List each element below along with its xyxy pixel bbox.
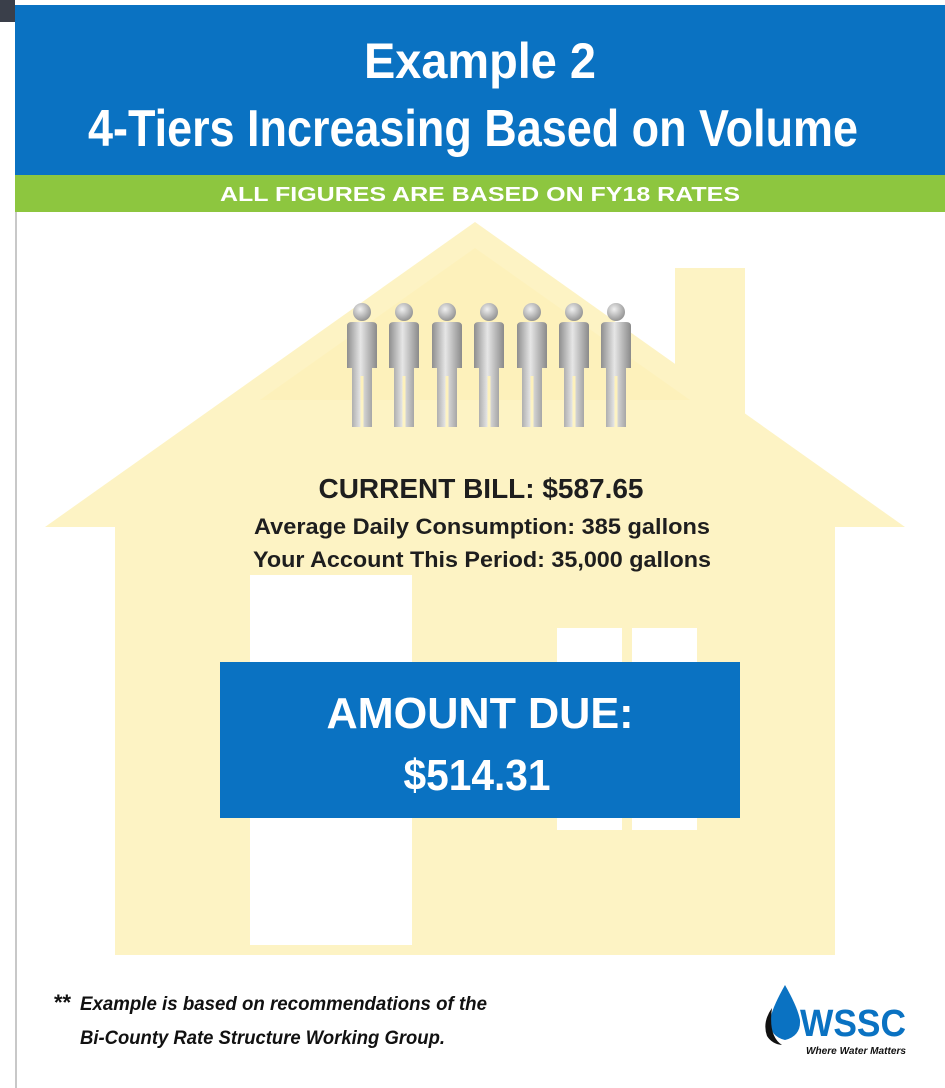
title-line1: Example 2: [364, 33, 596, 89]
amount-due-label: AMOUNT DUE:: [327, 689, 634, 738]
logo-tagline: Where Water Matters: [806, 1046, 906, 1057]
footnote-line1: Example is based on recommendations of t…: [80, 994, 487, 1015]
footnote-line2: Bi-County Rate Structure Working Group.: [80, 1028, 445, 1049]
page: Example 2 4-Tiers Increasing Based on Vo…: [0, 0, 945, 1088]
corner-mark: [0, 0, 15, 22]
infographic: Example 2 4-Tiers Increasing Based on Vo…: [0, 0, 945, 1088]
amount-due-value: $514.31: [404, 751, 551, 800]
current-bill: CURRENT BILL: $587.65: [319, 473, 644, 504]
footnote-marker: **: [54, 990, 72, 1015]
title-line2: 4-Tiers Increasing Based on Volume: [88, 100, 858, 158]
account-period: Your Account This Period: 35,000 gallons: [253, 547, 711, 572]
banner-text: ALL FIGURES ARE BASED ON FY18 RATES: [220, 184, 740, 206]
daily-consumption: Average Daily Consumption: 385 gallons: [254, 514, 710, 539]
logo-name: WSSC: [800, 1003, 906, 1045]
